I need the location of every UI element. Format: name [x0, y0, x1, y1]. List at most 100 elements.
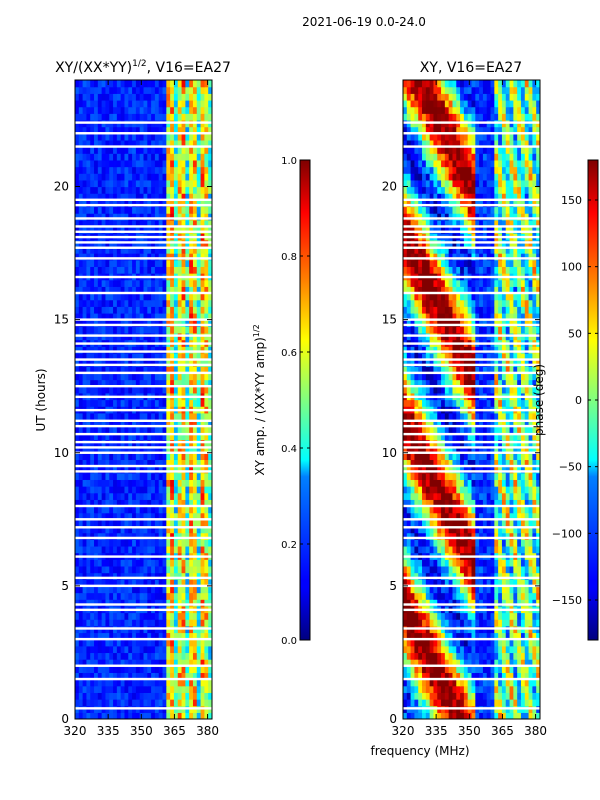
- heatmap-cell: [166, 532, 171, 540]
- heatmap-cell: [97, 372, 103, 381]
- heatmap-cell: [101, 592, 107, 600]
- heatmap-cell: [86, 565, 91, 574]
- heatmap-cell: [109, 579, 114, 587]
- heatmap-cell: [109, 446, 114, 454]
- heatmap-cell: [94, 452, 99, 461]
- heatmap-cell: [139, 432, 145, 441]
- heatmap-cell: [154, 506, 160, 514]
- heatmap-cell: [124, 306, 129, 314]
- heatmap-cell: [467, 559, 473, 567]
- heatmap-cell: [151, 99, 156, 108]
- heatmap-cell: [189, 699, 194, 707]
- heatmap-cell: [414, 652, 419, 660]
- heatmap-cell: [181, 352, 186, 361]
- heatmap-cell: [177, 645, 183, 654]
- heatmap-cell: [158, 486, 164, 494]
- heatmap-cell: [105, 639, 110, 647]
- heatmap-cell: [403, 665, 408, 674]
- heatmap-cell: [181, 186, 186, 194]
- heatmap-cell: [97, 166, 103, 174]
- heatmap-cell: [113, 585, 118, 594]
- heatmap-cell: [475, 632, 480, 640]
- heatmap-cell: [173, 652, 179, 660]
- heatmap-cell: [441, 652, 446, 660]
- heatmap-cell: [181, 399, 186, 407]
- heatmap-cell: [97, 665, 103, 674]
- heatmap-cell: [452, 592, 457, 600]
- heatmap-cell: [208, 266, 212, 274]
- heatmap-cell: [528, 572, 533, 580]
- heatmap-cell: [513, 632, 518, 640]
- heatmap-cell: [196, 412, 202, 421]
- heatmap-cell: [135, 579, 141, 587]
- heatmap-cell: [139, 359, 145, 367]
- flagged-row: [75, 608, 212, 612]
- heatmap-cell: [189, 166, 194, 174]
- heatmap-cell: [173, 612, 179, 620]
- heatmap-cell: [170, 206, 175, 214]
- heatmap-cell: [101, 632, 107, 640]
- heatmap-cell: [173, 472, 179, 480]
- heatmap-cell: [429, 452, 435, 461]
- heatmap-cell: [418, 692, 423, 700]
- heatmap-cell: [120, 153, 126, 161]
- heatmap-cell: [94, 93, 99, 101]
- heatmap-cell: [128, 479, 133, 487]
- heatmap-cell: [124, 432, 129, 441]
- heatmap-cell: [494, 672, 499, 680]
- heatmap-cell: [162, 446, 167, 454]
- heatmap-cell: [433, 499, 438, 507]
- heatmap-cell: [82, 572, 88, 580]
- heatmap-cell: [410, 472, 416, 480]
- heatmap-cell: [509, 452, 514, 461]
- flagged-row: [75, 235, 212, 239]
- heatmap-cell: [124, 253, 129, 261]
- heatmap-cell: [90, 366, 95, 374]
- heatmap-cell: [151, 246, 156, 254]
- heatmap-cell: [452, 539, 457, 547]
- heatmap-cell: [200, 386, 205, 394]
- heatmap-cell: [75, 126, 80, 134]
- heatmap-cell: [105, 259, 110, 267]
- heatmap-cell: [486, 659, 492, 667]
- heatmap-cell: [173, 93, 179, 101]
- heatmap-cell: [143, 612, 148, 620]
- heatmap-cell: [433, 559, 438, 567]
- heatmap-cell: [173, 286, 179, 294]
- heatmap-cell: [494, 659, 499, 667]
- heatmap-cell: [139, 386, 145, 394]
- heatmap-cell: [75, 466, 80, 474]
- heatmap-cell: [173, 173, 179, 181]
- heatmap-cell: [139, 399, 145, 407]
- heatmap-cell: [528, 492, 533, 500]
- heatmap-cell: [204, 426, 209, 434]
- heatmap-cell: [524, 639, 530, 647]
- heatmap-cell: [135, 486, 141, 494]
- heatmap-cell: [181, 446, 186, 454]
- heatmap-cell: [208, 306, 212, 314]
- heatmap-cell: [166, 672, 171, 680]
- heatmap-cell: [520, 525, 526, 534]
- heatmap-cell: [158, 612, 164, 620]
- heatmap-cell: [505, 659, 511, 667]
- heatmap-cell: [139, 492, 145, 500]
- heatmap-cell: [406, 599, 412, 607]
- heatmap-cell: [109, 545, 114, 554]
- heatmap-cell: [208, 452, 212, 461]
- heatmap-cell: [101, 499, 107, 507]
- heatmap-cell: [94, 399, 99, 407]
- heatmap-cell: [82, 466, 88, 474]
- heatmap-cell: [509, 665, 514, 674]
- heatmap-cell: [517, 472, 522, 480]
- heatmap-cell: [410, 506, 416, 514]
- heatmap-cell: [166, 512, 171, 520]
- heatmap-cell: [86, 519, 91, 527]
- heatmap-cell: [204, 372, 209, 381]
- heatmap-cell: [101, 692, 107, 700]
- heatmap-cell: [425, 499, 431, 507]
- heatmap-cell: [192, 179, 198, 188]
- heatmap-cell: [128, 326, 133, 334]
- heatmap-cell: [162, 366, 167, 374]
- heatmap-cell: [437, 592, 442, 600]
- heatmap-cell: [139, 366, 145, 374]
